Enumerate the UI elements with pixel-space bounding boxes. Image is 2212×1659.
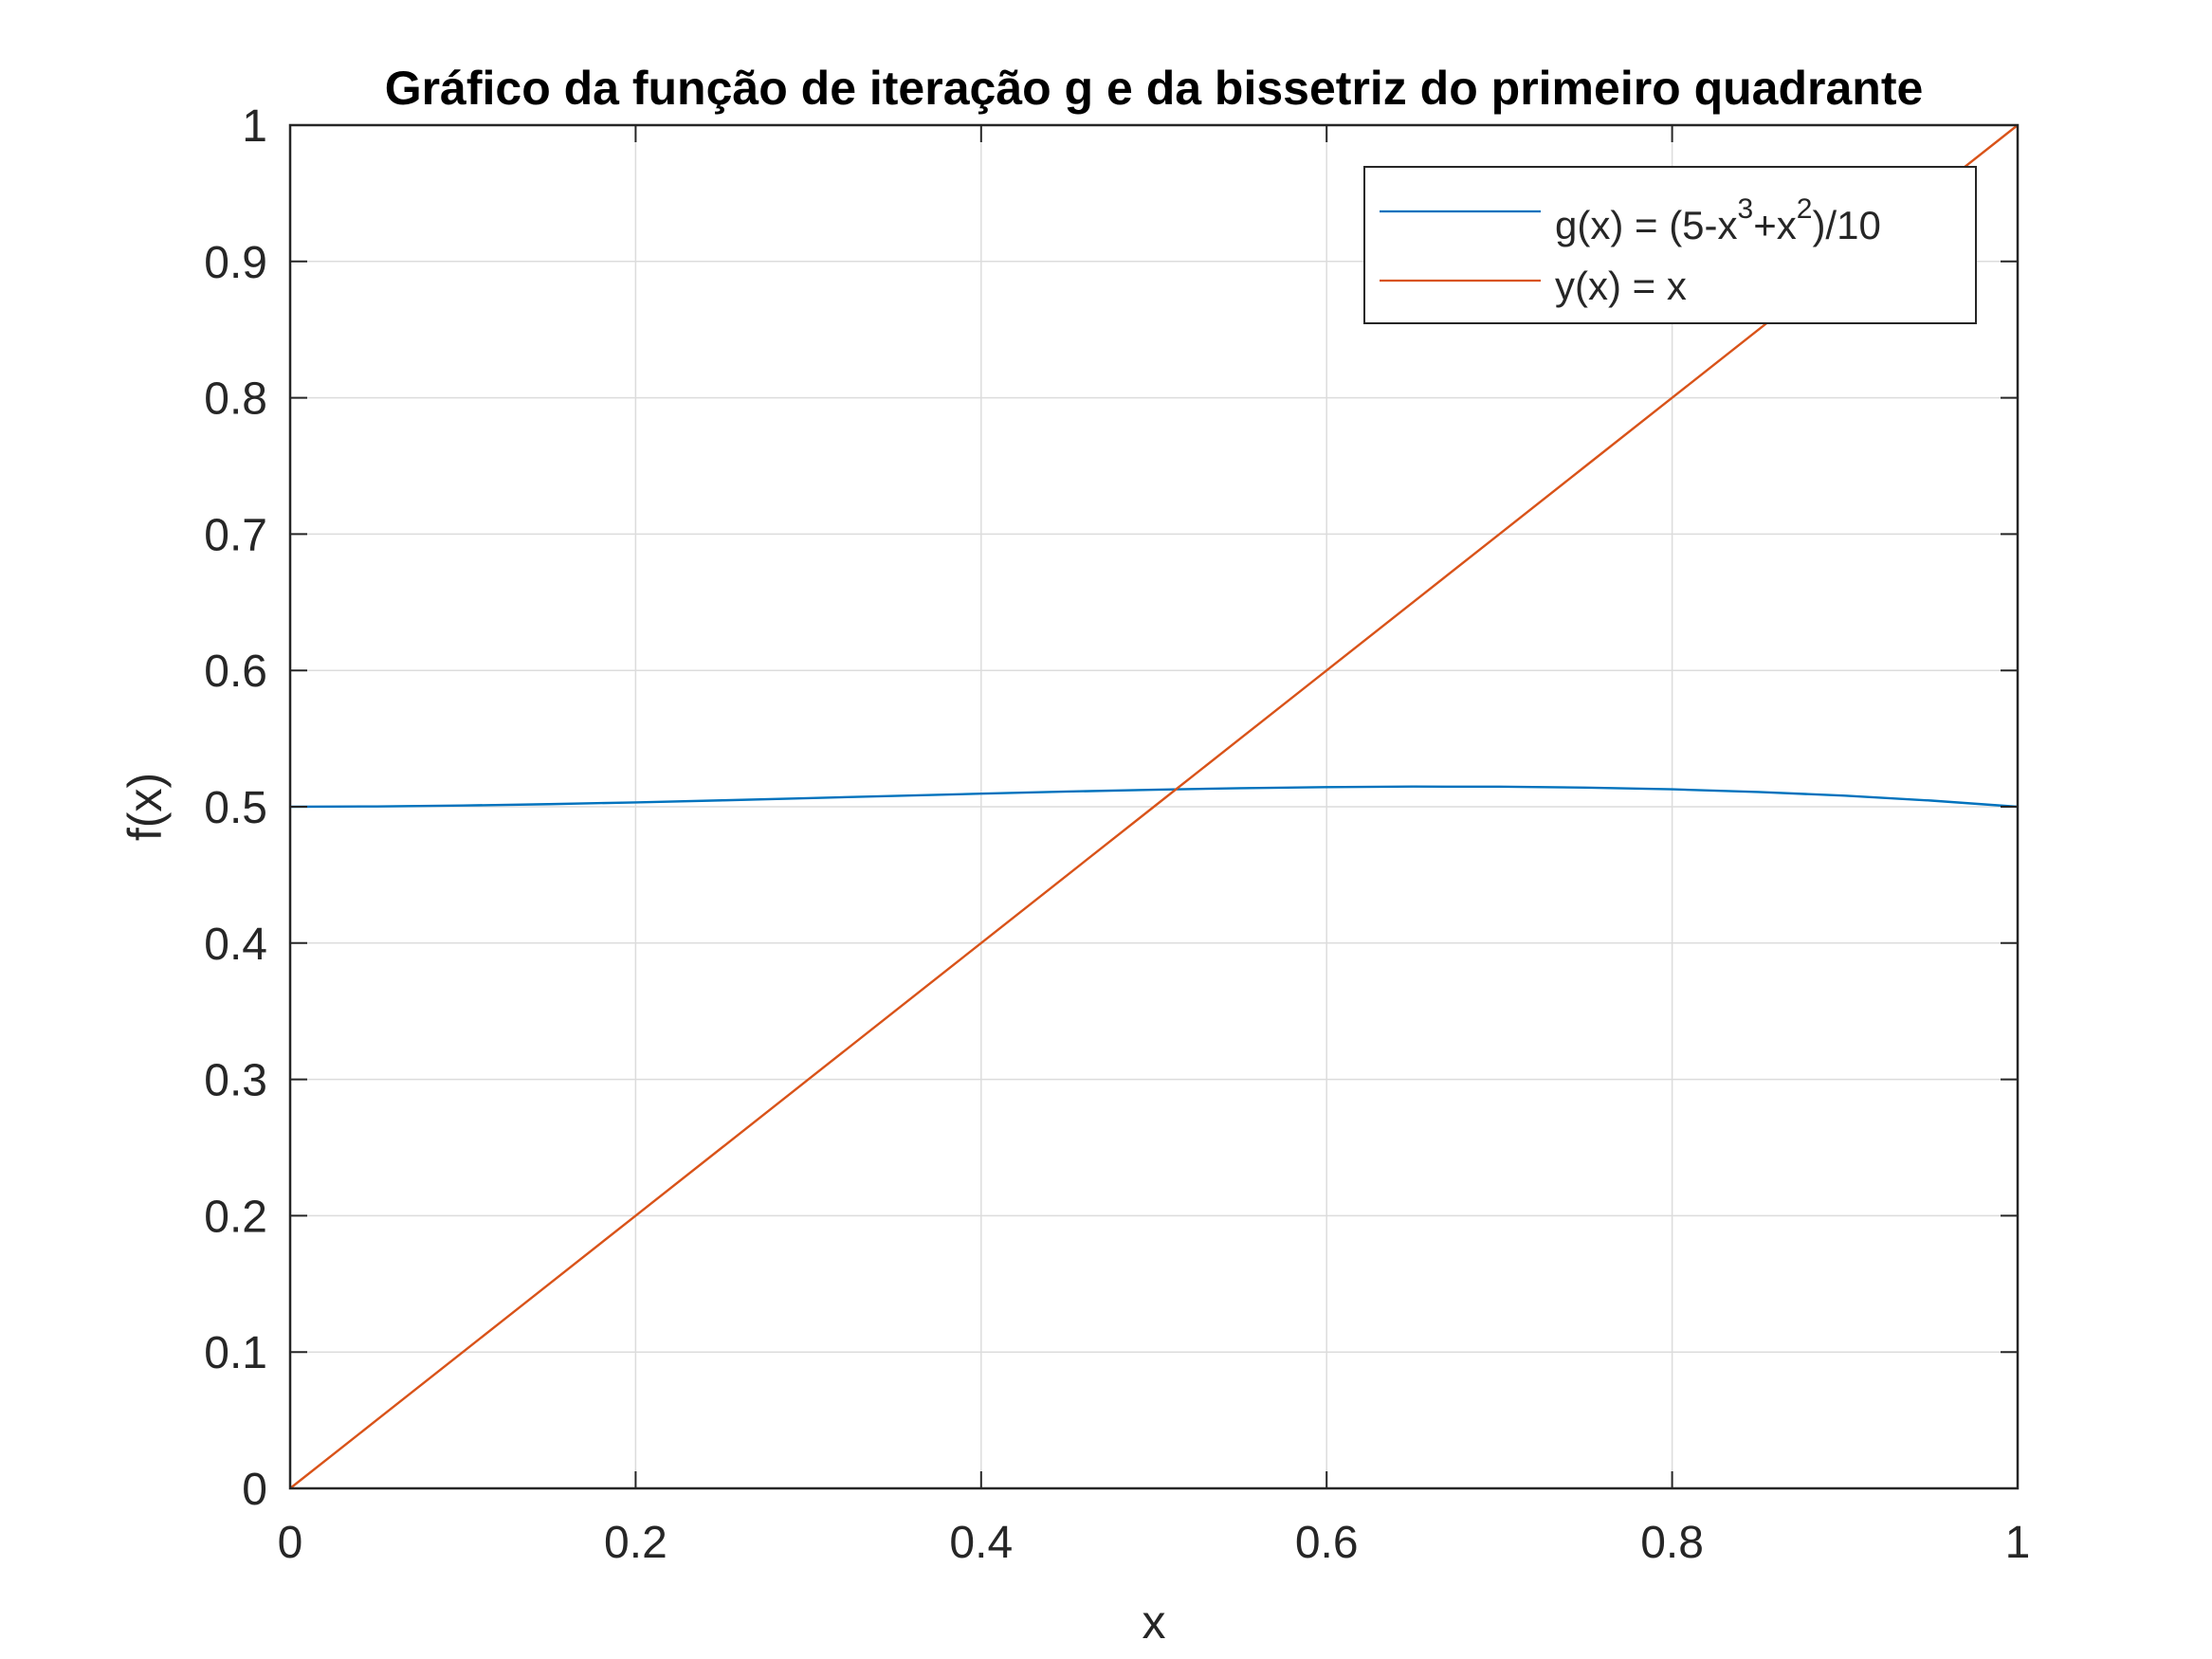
- series-line-0: [289, 785, 2019, 809]
- series-layer: [289, 124, 2019, 1489]
- legend-label-g: g(x) = (5-x3+x2)/10: [1555, 193, 1881, 247]
- x-tick-label: 0.4: [949, 1518, 1013, 1568]
- series-line-1: [289, 124, 2019, 1489]
- y-tick-label: 0.3: [204, 1056, 267, 1106]
- y-tick-label: 0.4: [204, 920, 267, 970]
- legend-box: [1363, 166, 1977, 324]
- ticks-layer: [289, 124, 2019, 1489]
- y-tick-label: 0: [242, 1465, 267, 1515]
- y-tick-label: 0.9: [204, 238, 267, 288]
- x-tick-label: 0: [278, 1518, 303, 1568]
- y-tick-label: 0.1: [204, 1328, 267, 1378]
- chart-title: Gráfico da função de iteração g e da bis…: [385, 62, 1924, 115]
- y-tick-label: 0.8: [204, 374, 267, 425]
- x-axis-label: x: [1143, 1595, 1166, 1649]
- tick-labels: 0 0.2 0.4 0.6 0.8 1 0 0.1 0.2 0.3 0.4 0.5 0.6 0.7 0.8 0…: [204, 101, 2030, 1568]
- y-tick-label: 0.5: [204, 783, 267, 833]
- legend-label-y: y(x) = x: [1555, 264, 1687, 308]
- legend: g(x) = (5-x3+x2)/10 y(x) = x: [1363, 166, 1977, 324]
- y-tick-label: 0.7: [204, 510, 267, 560]
- y-tick-label: 1: [242, 101, 267, 152]
- x-tick-label: 0.2: [604, 1518, 667, 1568]
- y-tick-label: 0.2: [204, 1192, 267, 1242]
- x-tick-label: 0.8: [1640, 1518, 1704, 1568]
- y-axis-label: f(x): [119, 773, 172, 841]
- x-tick-label: 0.6: [1295, 1518, 1359, 1568]
- y-tick-label: 0.6: [204, 647, 267, 697]
- x-tick-label: 1: [2005, 1518, 2031, 1568]
